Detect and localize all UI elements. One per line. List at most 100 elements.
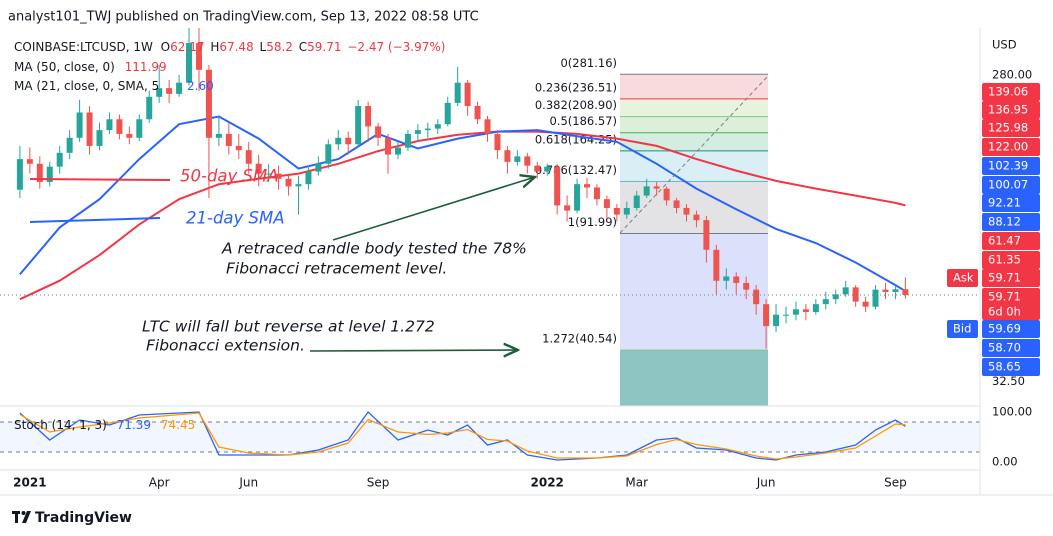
candle-body	[245, 150, 252, 164]
fib-band	[620, 233, 768, 351]
legend-value: 71.39	[117, 418, 151, 432]
candle-body	[295, 184, 302, 187]
candle-body	[683, 207, 690, 215]
price-tag-text: 59.71	[988, 271, 1021, 285]
candle-body	[773, 314, 780, 327]
fib-label: 1(91.99)	[568, 215, 617, 229]
x-tick-label: 2021	[13, 476, 46, 490]
price-tag-text: 58.65	[988, 360, 1021, 374]
candle-body	[156, 88, 163, 97]
candle-body	[822, 299, 829, 305]
fib-label: 0(281.16)	[560, 56, 617, 70]
candle-body	[504, 150, 511, 162]
candle-body	[16, 159, 23, 190]
change: −2.47 (−3.97%)	[347, 40, 445, 54]
fib-band	[620, 98, 768, 117]
legend-line: COINBASE:LTCUSD, 1W O62.17 H67.48 L58.2 …	[14, 40, 445, 54]
fib-trend-line	[619, 75, 769, 234]
candle-body	[335, 137, 342, 145]
candle-body	[703, 220, 710, 250]
candle-body	[464, 82, 471, 107]
candle-body	[782, 314, 789, 316]
symbol: COINBASE:LTCUSD, 1W	[14, 40, 153, 54]
x-tick-label: 2022	[531, 476, 564, 490]
fib-band	[620, 116, 768, 133]
candle-body	[195, 43, 202, 70]
ohlc-value: 62.17	[170, 40, 204, 54]
price-tag-text: 125.98	[988, 121, 1028, 135]
annotation: Fibonacci retracement level.	[226, 260, 447, 278]
candle-body	[663, 188, 670, 201]
candle-body	[484, 119, 491, 134]
price-tag-text: 122.00	[988, 140, 1028, 154]
candle-body	[36, 163, 43, 182]
ohlc-value: 59.71	[307, 40, 341, 54]
candle-body	[345, 137, 352, 145]
price-tag-text: 136.95	[988, 103, 1028, 117]
candle-body	[225, 133, 232, 146]
candle-body	[554, 166, 561, 206]
ohlc-label: C	[299, 40, 307, 54]
ohlc-label: O	[161, 40, 170, 54]
candle-body	[892, 289, 899, 292]
candle-body	[424, 128, 431, 131]
legend-value-fragment: 2.60	[187, 79, 214, 93]
price-tag	[982, 194, 1040, 212]
candle-body	[643, 186, 650, 196]
price-tag-text: 59.69	[988, 322, 1021, 336]
price-tag	[982, 232, 1040, 250]
price-tag	[982, 269, 1040, 287]
price-pane: 0(281.16) 0.236(236.51) 0.382(208.90) 0.5(1…	[0, 28, 980, 406]
candle-body	[166, 88, 173, 94]
legend-name: Stoch (14, 1, 3)	[14, 418, 107, 432]
x-tick-label: Apr	[149, 476, 170, 490]
candle-body	[792, 309, 799, 315]
stoch-line	[19, 412, 906, 460]
candle-body	[86, 112, 93, 146]
candle-body	[365, 106, 372, 127]
candle-body	[385, 137, 392, 155]
candle-body	[494, 133, 501, 151]
side-tag	[947, 269, 978, 287]
price-tag	[982, 101, 1040, 119]
candle-body	[842, 287, 849, 295]
fib-label: 0.382(208.90)	[535, 98, 617, 112]
candle-body	[574, 184, 581, 211]
candle-body	[514, 156, 521, 162]
candle-body	[474, 106, 481, 120]
price-tag	[982, 339, 1040, 357]
candle-body	[603, 199, 610, 208]
candle-body	[753, 289, 760, 305]
candle-body	[46, 166, 53, 182]
fib-band	[620, 132, 768, 151]
legend-name: MA (50, close, 0)	[14, 60, 115, 74]
x-tick-label: Sep	[367, 476, 390, 490]
annotation: 21-day SMA	[186, 209, 285, 228]
arrow	[332, 177, 535, 241]
candle-body	[872, 289, 879, 307]
price-tag	[982, 213, 1040, 231]
price-tag	[982, 83, 1040, 101]
brand-logo	[12, 511, 31, 523]
y-tick-label: 100.00	[992, 405, 1032, 419]
axes: 280.00 32.50 2021 Apr Jun Sep 2022 Mar Jun Sep 100…	[13, 67, 1040, 490]
fib-label: 1.272(40.54)	[542, 332, 617, 346]
fib-band	[620, 181, 768, 234]
side-tag	[947, 320, 978, 338]
fib-label: 0.5(186.57)	[549, 114, 617, 128]
price-tag	[982, 176, 1040, 194]
candle-body	[534, 165, 541, 172]
sma50-guide	[29, 178, 171, 181]
brand: TradingView	[35, 510, 132, 526]
price-tag-text: 100.07	[988, 178, 1028, 192]
x-tick-label: Jun	[238, 476, 258, 490]
y-tick-label: 32.50	[992, 374, 1025, 388]
side-tag-text: Bid	[953, 322, 971, 336]
price-tag	[982, 320, 1040, 338]
candle-body	[743, 282, 750, 290]
candle-body	[852, 287, 859, 302]
candle-body	[255, 163, 262, 174]
legend-line: Stoch (14, 1, 3) 71.39 74.45	[14, 418, 195, 432]
ma-line	[19, 130, 906, 301]
